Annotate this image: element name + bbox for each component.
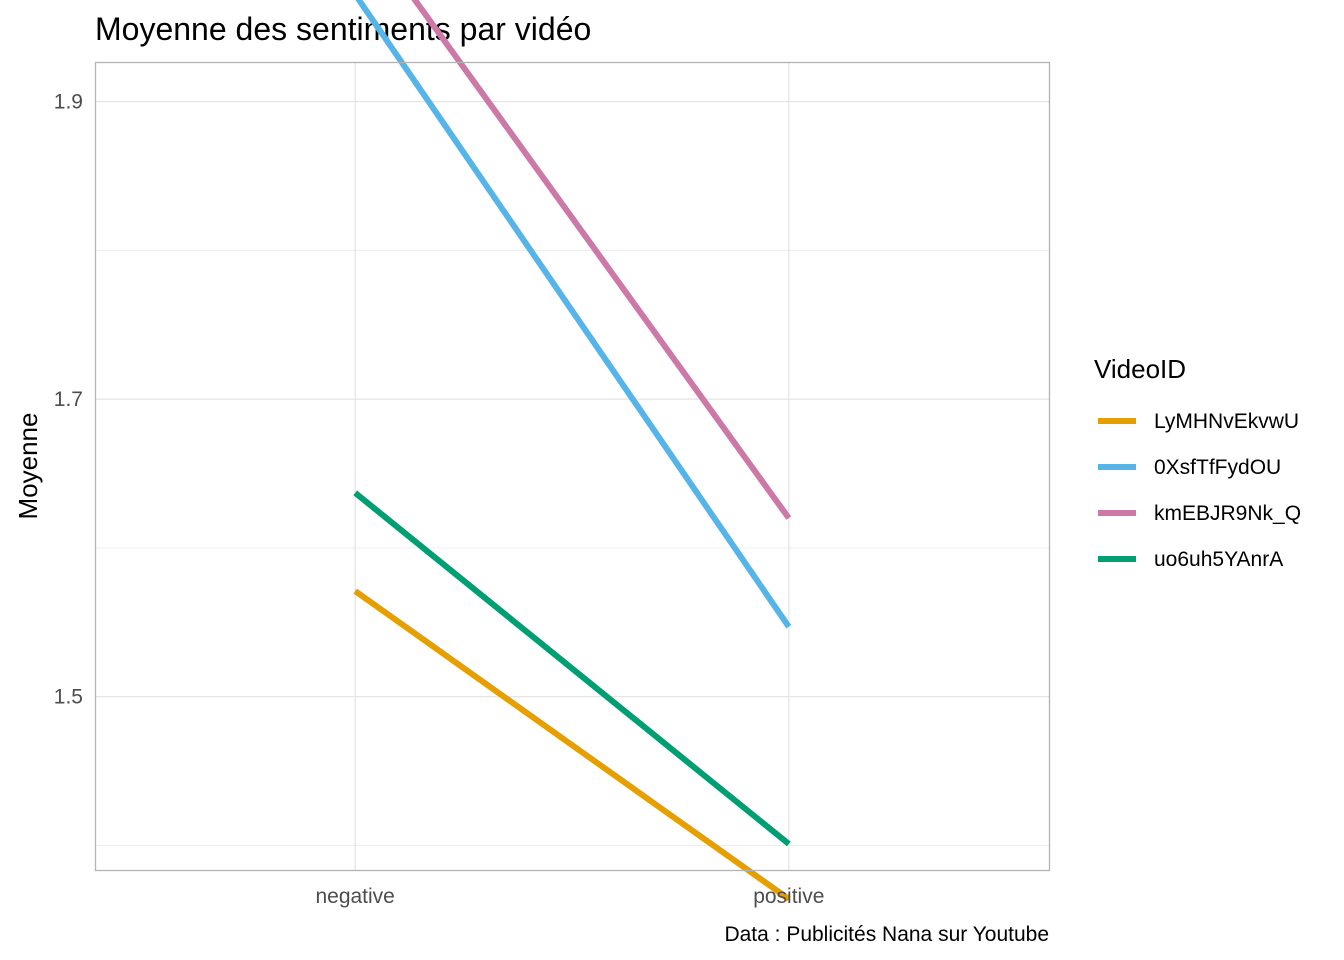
series-line-0XsfTfFydOU [355, 0, 792, 629]
series-line-kmEBJR9Nk_Q [411, 0, 792, 520]
y-tick-label: 1.7 [54, 388, 83, 411]
x-tick-label: positive [753, 885, 824, 908]
legend-label: 0XsfTfFydOU [1154, 456, 1281, 479]
legend-label: uo6uh5YAnrA [1154, 548, 1283, 571]
series-line-LyMHNvEkvwU [353, 588, 791, 902]
chart-title: Moyenne des sentiments par vidéo [95, 11, 591, 47]
y-axis-title: Moyenne [13, 413, 43, 520]
y-tick-label: 1.5 [54, 686, 83, 709]
y-tick-label: 1.9 [54, 91, 83, 114]
panel-border [94, 61, 1051, 872]
x-tick-label: negative [315, 885, 394, 908]
y-axis-ticks: 1.5 1.7 1.9 [54, 91, 83, 709]
legend: VideoID LyMHNvEkvwU 0XsfTfFydOU kmEBJR9Nk_… [1094, 354, 1301, 571]
chart-caption: Data : Publicités Nana sur Youtube [724, 923, 1049, 946]
series-lines [353, 0, 792, 902]
series-line-uo6uh5YAnrA [353, 490, 791, 847]
legend-label: kmEBJR9Nk_Q [1154, 502, 1301, 525]
legend-label: LyMHNvEkvwU [1154, 410, 1299, 433]
grid [95, 62, 1049, 870]
x-axis-ticks: negative positive [315, 885, 824, 908]
legend-title: VideoID [1094, 354, 1186, 384]
